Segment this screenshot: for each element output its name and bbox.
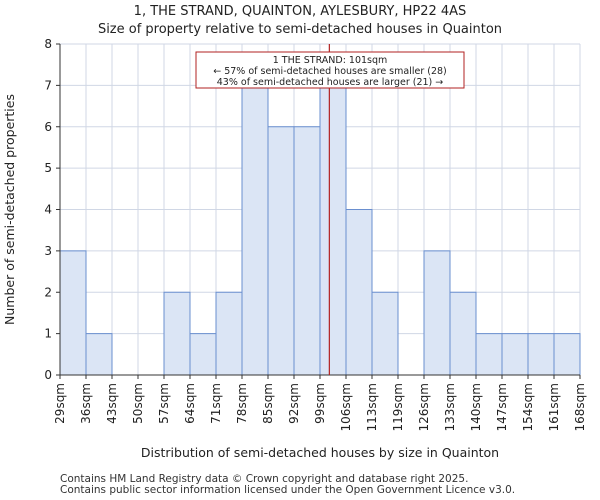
x-tick-label: 85sqm	[261, 383, 275, 424]
x-tick-label: 126sqm	[417, 383, 431, 431]
y-tick-label: 0	[44, 368, 52, 382]
histogram-bar	[293, 126, 321, 376]
y-tick-label: 8	[44, 37, 52, 51]
histogram-bar	[475, 333, 503, 376]
y-tick-label: 3	[44, 244, 52, 258]
annotation-line: 43% of semi-detached houses are larger (…	[217, 77, 444, 88]
x-tick-label: 147sqm	[495, 383, 509, 431]
annotation-line: ← 57% of semi-detached houses are smalle…	[213, 66, 447, 77]
x-tick-label: 64sqm	[183, 383, 197, 424]
histogram-bar	[241, 84, 269, 376]
y-tick-label: 1	[44, 327, 52, 341]
x-tick-label: 71sqm	[209, 383, 223, 424]
footer-line-2: Contains public sector information licen…	[60, 484, 516, 496]
y-tick-label: 7	[44, 78, 52, 92]
histogram-bar	[449, 291, 477, 376]
histogram-bar	[527, 333, 555, 376]
y-tick-label: 4	[44, 203, 52, 217]
annotation-box	[195, 51, 465, 89]
histogram-bar	[85, 333, 113, 376]
annotation-line: 1 THE STRAND: 101sqm	[273, 55, 388, 66]
histogram-bar	[163, 291, 191, 376]
y-tick-label: 5	[44, 161, 52, 175]
histogram-bar	[553, 333, 581, 376]
histogram-bar	[371, 291, 399, 376]
chart-subtitle: Size of property relative to semi-detach…	[97, 22, 503, 37]
histogram-bar	[345, 209, 373, 376]
x-tick-label: 161sqm	[547, 383, 561, 431]
x-tick-label: 99sqm	[313, 383, 327, 424]
x-tick-label: 43sqm	[105, 383, 119, 424]
x-tick-label: 106sqm	[339, 383, 353, 431]
x-tick-label: 29sqm	[53, 383, 67, 424]
x-tick-label: 78sqm	[235, 383, 249, 424]
x-tick-label: 50sqm	[131, 383, 145, 424]
histogram-bar	[423, 250, 451, 376]
histogram-bar	[59, 250, 87, 376]
histogram-bar	[319, 84, 347, 376]
histogram-bar	[267, 126, 295, 376]
x-tick-label: 57sqm	[157, 383, 171, 424]
x-axis-title: Distribution of semi-detached houses by …	[141, 445, 499, 460]
x-tick-label: 154sqm	[521, 383, 535, 431]
x-tick-label: 113sqm	[365, 383, 379, 431]
x-tick-label: 119sqm	[391, 383, 405, 431]
x-tick-label: 92sqm	[287, 383, 301, 424]
y-axis-title: Number of semi-detached properties	[2, 94, 17, 325]
x-tick-label: 133sqm	[443, 383, 457, 431]
histogram-bar	[215, 291, 243, 376]
y-tick-label: 6	[44, 120, 52, 134]
x-tick-label: 168sqm	[573, 383, 587, 431]
histogram-bar	[189, 333, 217, 376]
histogram-bar	[501, 333, 529, 376]
x-tick-label: 36sqm	[79, 383, 93, 424]
y-tick-label: 2	[44, 285, 52, 299]
footer-line-1: Contains HM Land Registry data © Crown c…	[60, 473, 469, 485]
chart-title: 1, THE STRAND, QUAINTON, AYLESBURY, HP22…	[133, 4, 467, 19]
x-tick-label: 140sqm	[469, 383, 483, 431]
